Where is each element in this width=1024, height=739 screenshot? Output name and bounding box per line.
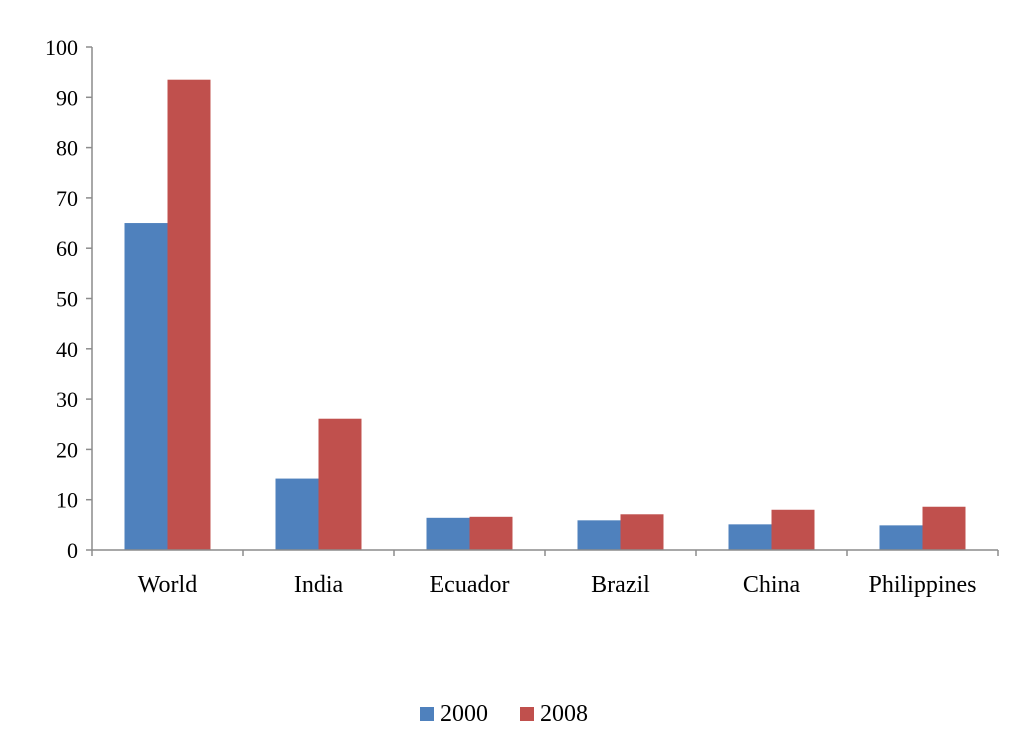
bar-2000 xyxy=(124,223,168,551)
legend-label-2008: 2008 xyxy=(540,701,588,727)
bar-2000 xyxy=(879,525,923,550)
y-tick-label: 20 xyxy=(56,437,78,462)
y-tick-label: 0 xyxy=(67,538,78,563)
y-tick-label: 50 xyxy=(56,287,78,312)
bar-2008 xyxy=(167,79,211,550)
x-axis-ticks: World India Ecuador Brazil China Philippines xyxy=(91,550,999,598)
x-tick-label: Brazil xyxy=(591,572,650,598)
y-tick-label: 70 xyxy=(56,186,78,211)
bars xyxy=(124,79,966,551)
y-tick-label: 100 xyxy=(45,35,78,60)
legend-label-2000: 2000 xyxy=(440,701,488,727)
bar-2000 xyxy=(426,517,470,550)
legend-swatch-2008 xyxy=(520,707,534,721)
x-tick-label: Philippines xyxy=(868,572,976,598)
legend: 2000 2008 xyxy=(420,701,588,727)
bar-2008 xyxy=(318,418,362,550)
x-tick-label: World xyxy=(138,572,197,598)
bar-2008 xyxy=(620,514,664,550)
x-tick-label: China xyxy=(743,572,801,598)
y-tick-label: 10 xyxy=(56,488,78,513)
y-tick-label: 60 xyxy=(56,236,78,261)
y-tick-label: 80 xyxy=(56,136,78,161)
y-axis-ticks: 0 10 20 30 40 50 60 70 80 90 100 xyxy=(45,35,92,563)
bar-2000 xyxy=(728,524,772,550)
bar-2000 xyxy=(275,478,319,550)
bar-2008 xyxy=(469,516,513,550)
bar-2008 xyxy=(771,509,815,550)
y-tick-label: 40 xyxy=(56,337,78,362)
bar-2000 xyxy=(577,520,621,550)
y-tick-label: 30 xyxy=(56,387,78,412)
y-tick-label: 90 xyxy=(56,85,78,110)
x-tick-label: India xyxy=(294,572,344,598)
legend-swatch-2000 xyxy=(420,707,434,721)
bar-2008 xyxy=(922,506,966,550)
x-tick-label: Ecuador xyxy=(430,572,510,598)
